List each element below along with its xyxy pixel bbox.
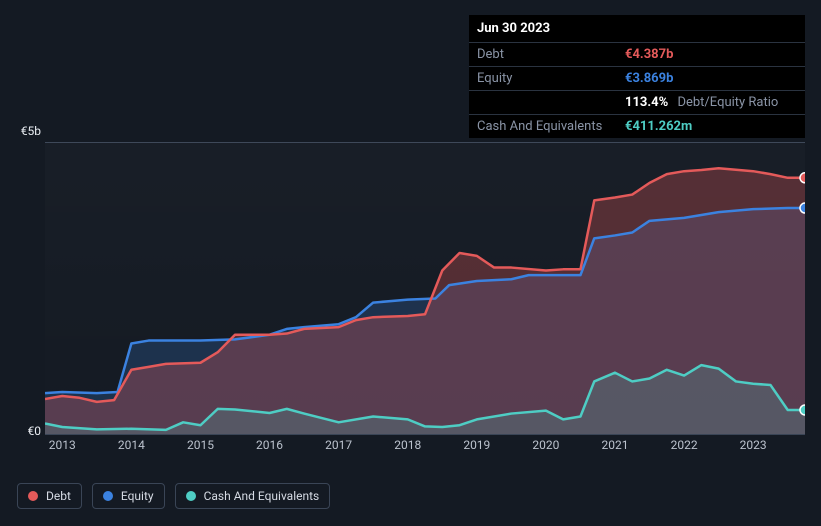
legend-label-cash: Cash And Equivalents <box>204 489 320 503</box>
x-tick: 2022 <box>671 438 698 452</box>
legend-item-cash[interactable]: Cash And Equivalents <box>175 483 331 509</box>
x-tick: 2023 <box>740 438 767 452</box>
x-tick: 2016 <box>256 438 283 452</box>
tooltip-label-equity: Equity <box>477 71 625 86</box>
tooltip-label-ratio <box>477 95 625 110</box>
gridline-bottom <box>45 434 805 435</box>
tooltip-value-ratio-wrap: 113.4% Debt/Equity Ratio <box>625 95 778 110</box>
chart-tooltip: Jun 30 2023 Debt €4.387b Equity €3.869b … <box>469 15 805 138</box>
tooltip-value-debt: €4.387b <box>625 47 673 62</box>
legend-label-equity: Equity <box>121 489 154 503</box>
x-tick: 2015 <box>187 438 214 452</box>
y-tick-top: €5b <box>17 124 41 138</box>
chart-svg <box>45 142 805 434</box>
tooltip-value-equity: €3.869b <box>625 71 673 86</box>
tooltip-value-ratio: 113.4% <box>625 95 668 110</box>
x-tick: 2020 <box>532 438 559 452</box>
x-tick: 2017 <box>325 438 352 452</box>
financial-history-chart: { "tooltip": { "date": "Jun 30 2023", "r… <box>0 0 821 526</box>
legend-label-debt: Debt <box>46 489 71 503</box>
tooltip-row-cash: Cash And Equivalents €411.262m <box>469 114 805 138</box>
x-tick: 2019 <box>463 438 490 452</box>
circle-icon <box>28 491 38 501</box>
y-tick-bottom: €0 <box>17 424 41 438</box>
tooltip-value-cash: €411.262m <box>625 119 692 134</box>
x-tick: 2018 <box>394 438 421 452</box>
circle-icon <box>103 491 113 501</box>
tooltip-row-debt: Debt €4.387b <box>469 42 805 66</box>
tooltip-row-equity: Equity €3.869b <box>469 66 805 90</box>
x-tick: 2013 <box>49 438 76 452</box>
tooltip-label-debt: Debt <box>477 47 625 62</box>
tooltip-suffix-ratio: Debt/Equity Ratio <box>677 95 778 110</box>
chart-legend: Debt Equity Cash And Equivalents <box>17 483 330 509</box>
tooltip-row-ratio: 113.4% Debt/Equity Ratio <box>469 90 805 114</box>
tooltip-label-cash: Cash And Equivalents <box>477 119 625 134</box>
x-tick: 2014 <box>118 438 145 452</box>
x-tick: 2021 <box>602 438 629 452</box>
circle-icon <box>186 491 196 501</box>
legend-item-debt[interactable]: Debt <box>17 483 82 509</box>
tooltip-date: Jun 30 2023 <box>469 15 805 42</box>
chart-plot[interactable] <box>45 142 805 434</box>
legend-item-equity[interactable]: Equity <box>92 483 165 509</box>
chart-area: €5b €0 2013 2014 2015 2016 2017 2018 2019 2020 2… <box>17 124 805 472</box>
